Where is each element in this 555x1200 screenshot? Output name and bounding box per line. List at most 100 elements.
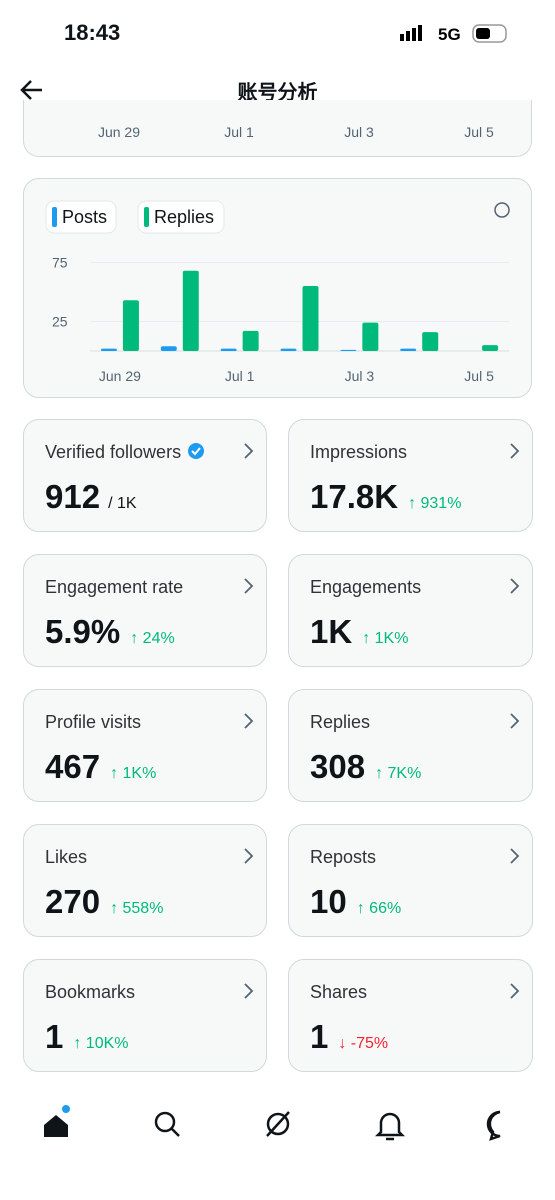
chevron: [244, 443, 254, 459]
page-title: 账号分析: [237, 82, 318, 104]
value-change: ↑ 7K%: [375, 765, 422, 782]
value-number: 467: [45, 748, 101, 785]
value-change: ↓ -75%: [338, 1035, 389, 1052]
card-value: 1K ↑ 1K%: [310, 613, 408, 651]
x-label: Jul 1: [224, 124, 254, 140]
value-number: 17.8K: [310, 478, 399, 515]
value-suffix: / 1K: [108, 495, 137, 512]
stat-card[interactable]: Engagements 1K ↑ 1K%: [288, 554, 533, 667]
stat-card[interactable]: Shares 1 ↓ -75%: [288, 959, 533, 1072]
value-change: ↑ 10K%: [73, 1035, 129, 1052]
chevron: [510, 983, 520, 999]
notifications-tab[interactable]: [374, 1112, 406, 1141]
bar: [100, 348, 117, 351]
legend-chip: [45, 200, 117, 234]
stat-card[interactable]: Engagement rate 5.9% ↑ 24%: [23, 554, 267, 667]
chevron: [244, 848, 254, 864]
info-icon: [494, 202, 510, 218]
value-change: ↑ 558%: [110, 900, 164, 917]
x-tick-label: Jul 3: [345, 368, 375, 384]
value-change: ↑ 931%: [408, 495, 462, 512]
grok-tab[interactable]: [266, 1111, 290, 1137]
status-icons: 5G: [400, 24, 507, 44]
bar: [482, 345, 499, 351]
home-tab[interactable]: [44, 1105, 70, 1137]
stat-card[interactable]: Likes 270 ↑ 558%: [23, 824, 267, 937]
x-label: Jul 3: [344, 124, 374, 140]
stat-card[interactable]: Reposts 10 ↑ 66%: [288, 824, 533, 937]
bar: [280, 348, 297, 351]
value-number: 912: [45, 478, 101, 515]
card-value: 308 ↑ 7K%: [310, 748, 421, 786]
x-tick-label: Jul 5: [464, 368, 494, 384]
network: 5G: [438, 25, 461, 44]
chevron: [510, 848, 520, 864]
messages-tab[interactable]: [486, 1110, 501, 1141]
value-number: 270: [45, 883, 101, 920]
card-label: Impressions: [310, 442, 408, 462]
y-tick-label: 75: [52, 254, 68, 270]
legend-chip: [137, 200, 225, 234]
top-chart-card: Jun 29 Jul 1 Jul 3 Jul 5: [23, 100, 532, 157]
card-label: Replies: [310, 712, 371, 732]
card-value: 1 ↑ 10K%: [45, 1018, 129, 1056]
bar: [242, 330, 259, 351]
stat-card[interactable]: Verified followers 912 / 1K: [23, 419, 267, 532]
chevron: [244, 983, 254, 999]
y-tick-label: 25: [52, 313, 68, 329]
bar: [160, 346, 177, 351]
bar: [400, 348, 417, 351]
time: 18:43: [64, 20, 121, 45]
stat-card[interactable]: Impressions 17.8K ↑ 931%: [288, 419, 533, 532]
card-value: 270 ↑ 558%: [45, 883, 163, 921]
stat-card[interactable]: Replies 308 ↑ 7K%: [288, 689, 533, 802]
value-number: 1: [310, 1018, 329, 1055]
card-label: Engagement rate: [45, 577, 184, 597]
x-label: Jul 5: [464, 124, 494, 140]
chevron: [244, 713, 254, 729]
legend-swatch: [144, 207, 149, 227]
chevron: [510, 713, 520, 729]
bar: [302, 286, 319, 351]
card-value: 10 ↑ 66%: [310, 883, 401, 921]
x-label: Jun 29: [97, 124, 141, 140]
stat-card[interactable]: Profile visits 467 ↑ 1K%: [23, 689, 267, 802]
value-change: ↑ 1K%: [362, 630, 409, 647]
value-number: 1: [45, 1018, 64, 1055]
card-label: Reposts: [310, 847, 377, 867]
card-value: 5.9% ↑ 24%: [45, 613, 175, 651]
search-tab[interactable]: [154, 1111, 180, 1137]
legend-swatch: [52, 207, 57, 227]
card-label: Likes: [45, 847, 88, 867]
legend-label: Replies: [154, 207, 214, 227]
chevron: [510, 578, 520, 594]
value-change: ↑ 24%: [130, 630, 175, 647]
value-number: 10: [310, 883, 347, 920]
stat-card[interactable]: Bookmarks 1 ↑ 10K%: [23, 959, 267, 1072]
card-label: Bookmarks: [45, 982, 136, 1002]
value-change: ↑ 66%: [356, 900, 402, 917]
value-number: 1K: [310, 613, 353, 650]
card-label: Verified followers: [45, 442, 205, 463]
card-value: 1 ↓ -75%: [310, 1018, 388, 1056]
bottom-nav: [44, 1105, 501, 1141]
chevron: [244, 578, 254, 594]
card-value: 17.8K ↑ 931%: [310, 478, 461, 516]
bar: [182, 270, 199, 351]
x-tick-label: Jun 29: [99, 368, 141, 384]
back-button[interactable]: [18, 76, 46, 104]
bar-chart: Posts Replies 25 75 Jun 29 Jul 1 Jul 3 Jul 5: [45, 200, 510, 384]
legend-label: Posts: [62, 207, 107, 227]
bar: [220, 348, 237, 351]
card-label: Profile visits: [45, 712, 142, 732]
bar: [340, 349, 357, 351]
chevron: [510, 443, 520, 459]
value-number: 5.9%: [45, 613, 121, 650]
value-number: 308: [310, 748, 366, 785]
card-value: 467 ↑ 1K%: [45, 748, 156, 786]
card-label: Shares: [310, 982, 368, 1002]
chart-card: Posts Replies 25 75 Jun 29 Jul 1 Jul 3 Jul 5: [23, 178, 532, 398]
bar: [122, 300, 139, 351]
x-tick-label: Jul 1: [225, 368, 255, 384]
